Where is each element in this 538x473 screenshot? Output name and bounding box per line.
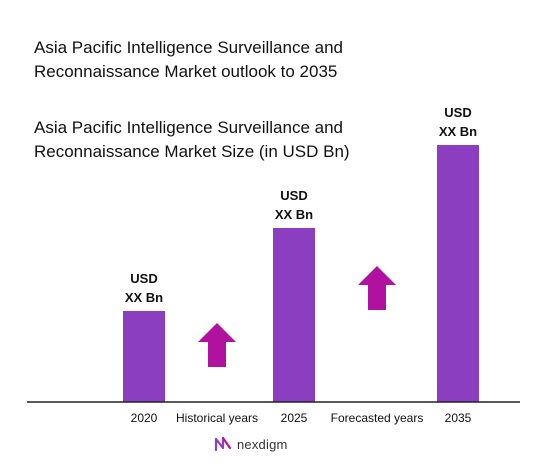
value-label-2025-line2: XX Bn [275, 207, 313, 222]
chart-title: Asia Pacific Intelligence Surveillance a… [34, 38, 344, 81]
x-tick-2020: 2020 [131, 411, 158, 425]
bar-2025 [273, 228, 315, 402]
x-period-label-2: Forecasted years [331, 411, 424, 425]
bars-group [123, 145, 479, 402]
value-label-2025-line1: USD [280, 188, 307, 203]
value-label-2035-line2: XX Bn [439, 124, 477, 139]
x-period-label-1: Historical years [176, 411, 258, 425]
value-label-2020-line2: XX Bn [125, 290, 163, 305]
x-tick-2035: 2035 [445, 411, 472, 425]
x-tick-labels-group: 2020 2025 2035 Historical years Forecasted y… [131, 411, 472, 425]
bar-2035 [437, 145, 479, 402]
x-tick-2025: 2025 [281, 411, 308, 425]
period-arrows-group [198, 266, 396, 367]
value-labels-group: USD XX Bn USD XX Bn USD XX Bn [125, 105, 477, 305]
bar-2020 [123, 311, 165, 402]
nexdigm-logo-icon [214, 436, 232, 452]
up-arrow-2 [358, 266, 396, 310]
brand-name: nexdigm [237, 436, 288, 452]
up-arrow-1 [198, 323, 236, 367]
chart-subtitle: Asia Pacific Intelligence Surveillance a… [34, 118, 350, 161]
value-label-2020-line1: USD [130, 271, 157, 286]
brand-logo: nexdigm [214, 434, 288, 454]
value-label-2035-line1: USD [444, 105, 471, 120]
